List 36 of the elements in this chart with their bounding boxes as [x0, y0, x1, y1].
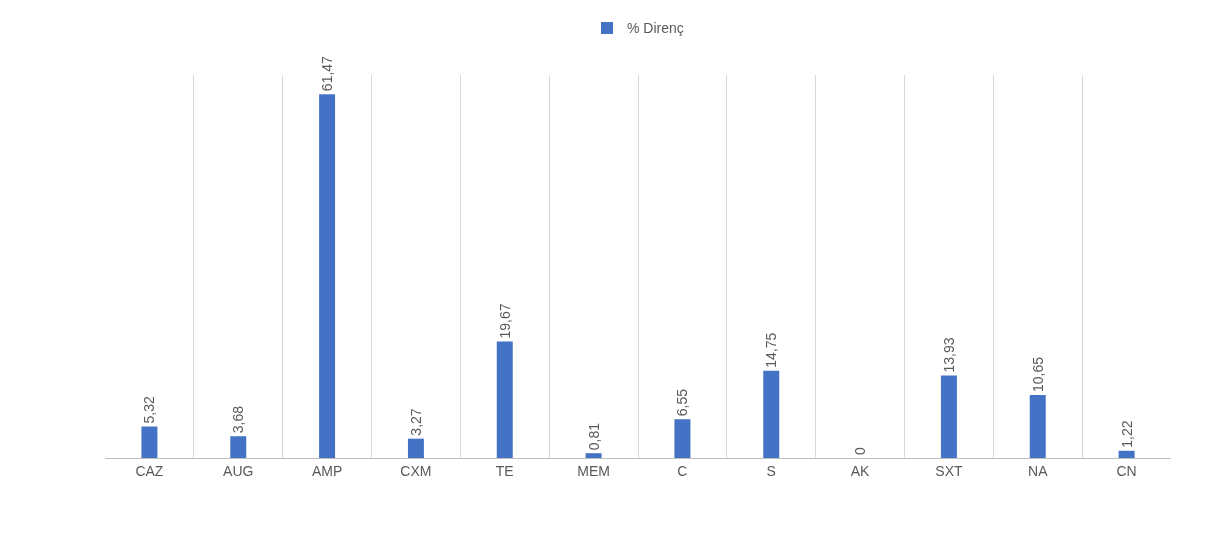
bar	[674, 419, 691, 458]
data-label: 14,75	[763, 332, 780, 368]
x-tick-label: SXT	[935, 462, 963, 479]
bar	[141, 426, 158, 458]
x-tick-label: NA	[1028, 462, 1049, 479]
x-tick-label: AMP	[311, 462, 343, 479]
x-tick-label: MEM	[577, 462, 610, 479]
data-label: 13,93	[940, 337, 957, 373]
x-tick-label: CAZ	[135, 462, 164, 479]
bar	[763, 370, 780, 458]
data-label: 3,68	[230, 405, 247, 434]
x-tick-label: AUG	[223, 462, 254, 479]
bar	[940, 375, 957, 458]
data-label: 0,81	[585, 422, 602, 451]
data-label: 1,22	[1118, 420, 1135, 448]
x-tick-label: TE	[495, 462, 514, 479]
bar	[319, 94, 336, 458]
x-tick-label: CXM	[400, 462, 432, 479]
x-tick-label: CN	[1116, 462, 1137, 479]
bar	[585, 453, 602, 458]
x-tick-label: C	[677, 462, 688, 479]
legend-label: % Direnç	[627, 20, 684, 37]
bar	[230, 436, 247, 458]
bar	[1029, 394, 1046, 458]
x-tick-label: AK	[850, 462, 871, 479]
data-label: 61,47	[319, 55, 336, 92]
data-label: 3,27	[407, 408, 424, 436]
data-label: 6,55	[674, 388, 691, 417]
data-label: 5,32	[141, 396, 158, 424]
bar	[496, 341, 513, 458]
bar	[1118, 450, 1135, 458]
data-label: 10,65	[1029, 356, 1046, 392]
x-tick-label: S	[766, 462, 776, 479]
data-label: 0	[852, 447, 869, 455]
bar	[407, 438, 424, 458]
data-label: 19,67	[496, 303, 513, 339]
